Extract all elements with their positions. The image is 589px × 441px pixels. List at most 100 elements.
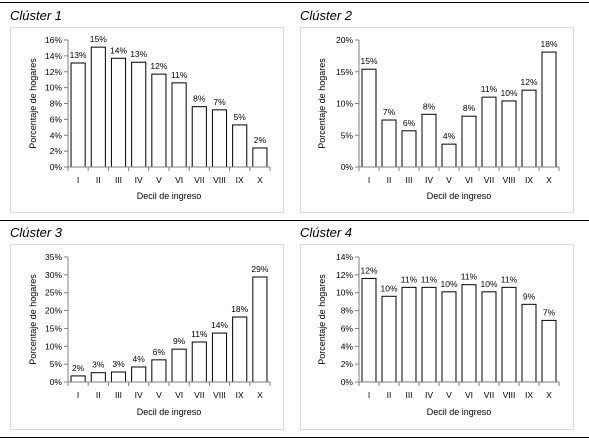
y-tick-label: 15%	[336, 67, 353, 77]
x-tick-label: VII	[484, 175, 494, 185]
y-tick-label: 0%	[341, 162, 354, 172]
y-tick-label: 10%	[45, 83, 62, 93]
bar	[90, 372, 106, 383]
bar	[481, 96, 497, 168]
x-tick-label: II	[96, 390, 101, 400]
x-tick-label: VI	[175, 390, 183, 400]
y-tick-label: 25%	[45, 288, 62, 298]
bar	[401, 286, 417, 383]
data-label: 4%	[133, 354, 146, 364]
data-label: 13%	[130, 49, 147, 59]
bar	[421, 113, 437, 168]
x-tick-label: VIII	[213, 175, 226, 185]
chart-frame	[300, 244, 574, 430]
data-label: 8%	[423, 101, 436, 111]
data-label: 18%	[231, 304, 248, 314]
data-label: 15%	[90, 34, 107, 44]
y-tick-label: 2%	[50, 146, 63, 156]
y-tick-label: 10%	[336, 288, 353, 298]
chart-cluster-3: Clúster 3 Porcentaje de hogares Decil de…	[10, 225, 284, 430]
y-tick-label: 4%	[50, 130, 63, 140]
bar	[70, 375, 86, 383]
bar	[171, 348, 187, 383]
data-label: 10%	[380, 283, 397, 293]
x-tick-label: VI	[465, 390, 473, 400]
x-tick-label: VIII	[213, 390, 226, 400]
data-label: 6%	[153, 347, 166, 357]
x-tick-label: X	[546, 390, 552, 400]
x-tick-label: V	[156, 175, 162, 185]
x-tick-label: V	[446, 390, 452, 400]
x-tick-label: III	[405, 390, 412, 400]
data-label: 11%	[421, 274, 438, 284]
x-tick-label: IV	[425, 175, 433, 185]
data-label: 2%	[72, 363, 85, 373]
data-label: 5%	[234, 112, 247, 122]
plot-area: 0%2%4%6%8%10%12%14%12%I10%II11%III11%IV1…	[336, 252, 560, 400]
chart-frame	[10, 27, 284, 213]
bar	[381, 295, 397, 383]
x-tick-label: IX	[236, 175, 244, 185]
data-label: 10%	[500, 88, 517, 98]
plot-area: 0% 5% 10% 15% 20% 15% I 7% II 6% III 8% IV 4% V 8% VI 11%…	[336, 35, 560, 185]
x-axis-title: Decil de ingreso	[427, 407, 492, 417]
x-tick-label: I	[368, 390, 370, 400]
bar	[232, 124, 248, 168]
x-tick-label: IX	[525, 390, 533, 400]
bar	[541, 51, 557, 168]
bar	[461, 115, 477, 168]
data-label: 14%	[211, 320, 228, 330]
x-tick-label: II	[387, 175, 392, 185]
x-tick-label: VII	[194, 175, 204, 185]
bar	[501, 100, 517, 168]
bar	[501, 286, 517, 383]
bar	[521, 89, 537, 168]
data-label: 8%	[193, 94, 206, 104]
x-tick-label: VII	[484, 390, 494, 400]
chart-frame	[300, 27, 574, 213]
bar	[110, 371, 127, 383]
x-tick-label: X	[546, 175, 552, 185]
data-label: 3%	[92, 360, 105, 370]
data-label: 7%	[383, 107, 396, 117]
data-label: 13%	[70, 50, 87, 60]
bar	[90, 46, 106, 168]
x-tick-label: IX	[525, 175, 533, 185]
data-label: 2%	[254, 135, 267, 145]
bar	[361, 277, 377, 383]
x-tick-label: VIII	[503, 390, 516, 400]
data-label: 11%	[461, 272, 478, 282]
x-tick-label: III	[115, 390, 122, 400]
y-tick-label: 10%	[336, 99, 353, 109]
bar	[461, 284, 477, 383]
y-tick-label: 2%	[341, 359, 354, 369]
data-label: 11%	[191, 329, 208, 339]
bar	[151, 359, 167, 383]
data-label: 11%	[401, 274, 418, 284]
chart-title: Clúster 4	[300, 225, 352, 240]
chart-title: Clúster 1	[10, 8, 62, 23]
y-axis-title: Porcentaje de hogares	[317, 58, 327, 149]
x-tick-label: VII	[194, 390, 204, 400]
x-tick-label: II	[387, 390, 392, 400]
y-tick-label: 12%	[45, 67, 62, 77]
bar	[421, 286, 437, 383]
x-tick-label: VIII	[503, 175, 516, 185]
x-tick-label: V	[446, 175, 452, 185]
chart-cluster-1: Clúster 1 Porcentaje de hogares Decil de…	[10, 8, 284, 213]
bar	[211, 332, 228, 383]
x-tick-label: X	[257, 175, 263, 185]
y-tick-label: 16%	[45, 35, 62, 45]
y-tick-label: 14%	[336, 252, 353, 262]
data-label: 29%	[251, 264, 268, 274]
bar	[401, 130, 417, 168]
y-tick-label: 5%	[50, 359, 63, 369]
data-label: 8%	[463, 103, 476, 113]
data-label: 10%	[440, 279, 457, 289]
bar	[441, 143, 457, 168]
data-label: 14%	[110, 45, 127, 55]
bar	[521, 303, 537, 383]
x-tick-label: I	[77, 390, 79, 400]
y-tick-label: 8%	[341, 306, 354, 316]
